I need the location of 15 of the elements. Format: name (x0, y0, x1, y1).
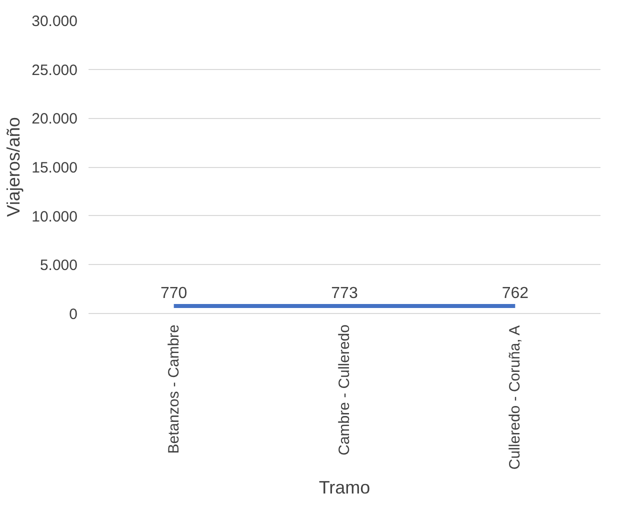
data-label: 762 (502, 285, 529, 302)
data-label: 773 (331, 284, 358, 302)
y-tick-label: 10.000 (32, 208, 78, 226)
x-tick-label: Cambre - Culleredo (336, 324, 353, 456)
y-tick-label: 30.000 (32, 13, 78, 30)
y-axis-title: Viajeros/año (4, 117, 24, 217)
y-tick-label: 15.000 (32, 160, 78, 176)
y-tick-label: 25.000 (32, 62, 78, 79)
y-tick-label: 0 (69, 306, 78, 323)
x-axis-title: Tramo (318, 478, 370, 498)
x-tick-label: Culleredo - Coruña, A (506, 325, 524, 470)
data-label: 770 (160, 284, 188, 302)
y-tick-label: 20.000 (32, 110, 78, 128)
x-tick-label: Betanzos - Cambre (165, 324, 182, 454)
y-tick-label: 5.000 (40, 257, 78, 274)
